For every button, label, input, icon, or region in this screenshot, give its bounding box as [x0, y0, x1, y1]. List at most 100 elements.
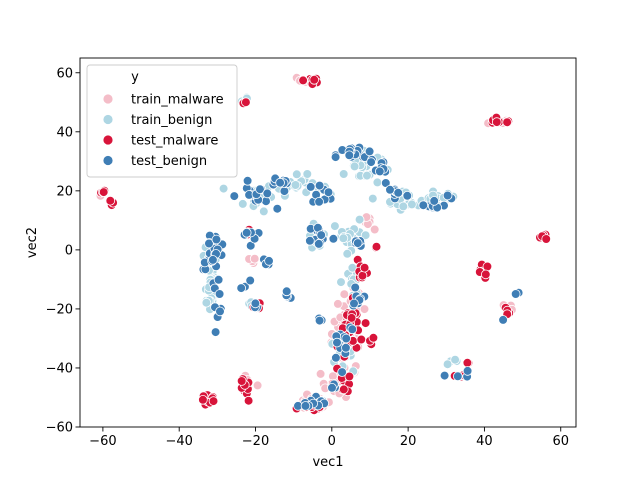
- data-point: [208, 255, 218, 265]
- data-point: [359, 262, 370, 273]
- data-point: [213, 274, 224, 285]
- x-tick-label: 0: [328, 434, 336, 449]
- data-point: [323, 187, 334, 198]
- data-point: [450, 354, 460, 365]
- data-point: [201, 297, 212, 308]
- data-point: [330, 152, 341, 162]
- data-point: [374, 166, 385, 177]
- legend-item-test-benign: test_benign: [102, 154, 207, 169]
- data-point: [236, 376, 247, 386]
- data-point: [330, 221, 340, 231]
- data-point: [342, 249, 353, 259]
- data-point: [360, 230, 371, 241]
- data-point: [218, 183, 229, 194]
- data-point: [214, 289, 225, 299]
- x-tick-label: 60: [552, 434, 569, 449]
- data-point: [349, 161, 360, 172]
- data-point: [359, 304, 370, 314]
- data-point: [357, 270, 368, 281]
- legend-label: train_malware: [131, 93, 224, 108]
- legend: y train_malware train_benign test_malwaret…: [86, 64, 238, 178]
- data-point: [371, 241, 382, 252]
- data-point: [245, 275, 256, 286]
- data-point: [211, 234, 222, 245]
- data-point: [261, 196, 271, 207]
- data-point: [350, 282, 361, 293]
- data-point: [210, 327, 221, 337]
- legend-item-test-malware: test_malware: [102, 134, 218, 149]
- data-point: [352, 238, 363, 248]
- data-point: [385, 185, 395, 195]
- data-point: [98, 187, 109, 197]
- data-point: [305, 182, 316, 192]
- data-point: [354, 214, 365, 225]
- data-point: [338, 233, 349, 244]
- data-point: [250, 298, 261, 309]
- data-point: [336, 277, 346, 287]
- data-point: [491, 117, 502, 127]
- legend-marker: [102, 134, 114, 146]
- data-point: [349, 298, 359, 309]
- y-tick-label: −40: [46, 361, 73, 376]
- legend-item-train-malware: train_malware: [102, 93, 224, 108]
- data-point: [198, 394, 208, 405]
- data-point: [258, 206, 269, 217]
- data-point: [229, 191, 240, 201]
- data-point: [264, 256, 274, 266]
- y-axis-title: vec2: [25, 227, 40, 258]
- x-tick-label: −40: [165, 434, 192, 449]
- data-point: [462, 366, 473, 376]
- data-point: [243, 395, 254, 406]
- data-point: [281, 286, 292, 297]
- data-point: [442, 190, 453, 201]
- data-point: [249, 253, 260, 264]
- data-point: [364, 146, 375, 157]
- data-point: [480, 269, 491, 280]
- data-point: [510, 289, 521, 299]
- legend-marker: [102, 155, 114, 166]
- points-layer: [95, 73, 551, 416]
- data-point: [255, 184, 265, 195]
- data-point: [367, 193, 378, 204]
- legend-label: train_benign: [131, 113, 212, 128]
- data-point: [372, 177, 383, 188]
- data-point: [341, 342, 351, 353]
- axes-layer: −60 −40 −20 0 20 40 60 −60 −40 −20 0 20 40 60: [46, 57, 577, 449]
- data-point: [314, 180, 325, 191]
- data-point: [328, 234, 339, 244]
- data-point: [275, 177, 285, 188]
- data-point: [356, 334, 367, 345]
- data-point: [346, 313, 357, 323]
- legend-label: test_malware: [131, 134, 218, 149]
- data-point: [341, 333, 352, 344]
- data-point: [498, 315, 508, 325]
- x-tick-label: −60: [89, 434, 116, 449]
- data-point: [418, 200, 429, 211]
- data-point: [315, 369, 326, 379]
- data-point: [241, 228, 252, 238]
- data-point: [368, 332, 379, 343]
- legend-marker: [102, 93, 114, 105]
- data-point: [252, 380, 263, 391]
- data-point: [105, 195, 116, 206]
- data-point: [290, 180, 301, 190]
- axes-spines: [79, 57, 577, 428]
- data-point: [305, 236, 315, 246]
- data-point: [393, 188, 404, 198]
- data-point: [462, 357, 473, 368]
- data-point: [242, 176, 253, 186]
- x-tick-label: 20: [400, 434, 417, 449]
- data-point: [541, 234, 551, 244]
- data-point: [482, 261, 493, 272]
- x-axis-title: vec1: [312, 455, 343, 470]
- data-point: [344, 150, 355, 161]
- data-point: [333, 299, 343, 309]
- data-point: [339, 289, 350, 300]
- x-tick-label: −20: [242, 434, 269, 449]
- data-point: [366, 157, 376, 167]
- data-point: [347, 324, 358, 335]
- y-tick-label: 0: [65, 243, 73, 258]
- data-point: [439, 370, 450, 381]
- data-point: [300, 401, 311, 411]
